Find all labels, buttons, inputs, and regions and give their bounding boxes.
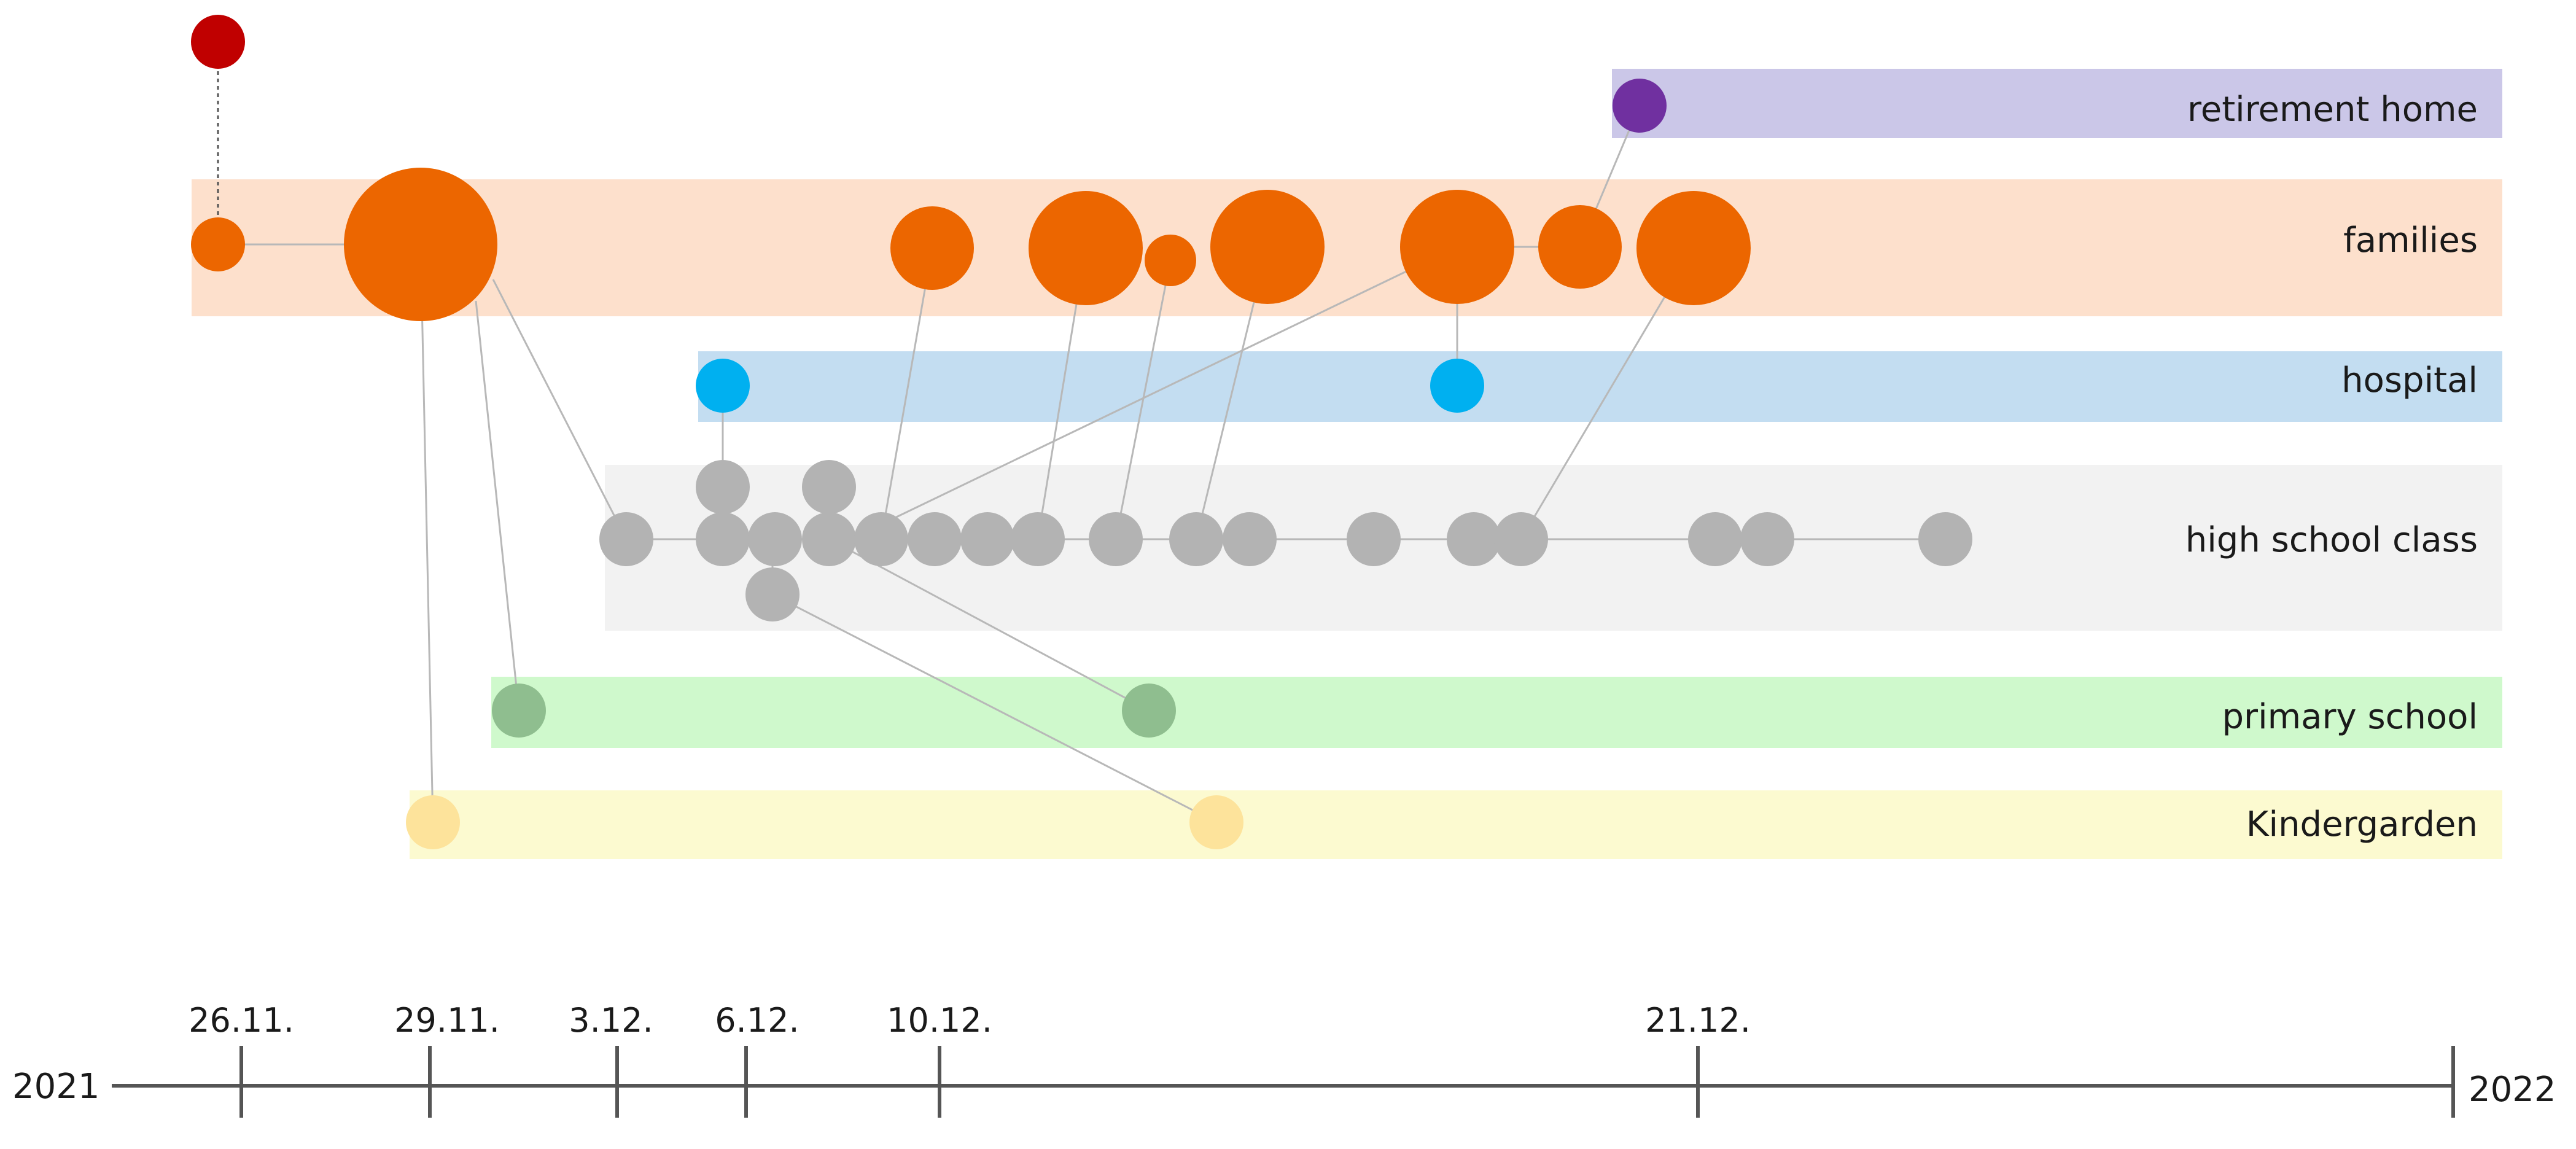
- link-families-big-to-highschool: [492, 279, 628, 540]
- node-high-school: [1918, 512, 1972, 566]
- node-primary-school: [1122, 684, 1176, 738]
- lane-label-hospital: hospital: [2341, 360, 2478, 400]
- node-high-school: [1089, 512, 1143, 566]
- node-kindergarden: [1189, 795, 1243, 849]
- lane-band-retirement-home: [1612, 69, 2502, 138]
- link-highschool-to-families-4: [1115, 260, 1172, 540]
- node-families: [890, 206, 974, 290]
- node-families: [1029, 191, 1143, 305]
- timeline-tick-label: 21.12.: [1645, 1001, 1751, 1040]
- node-high-school: [1447, 512, 1501, 566]
- link-highschool-to-families-7: [850, 246, 1458, 540]
- link-families-big-to-primary: [475, 300, 520, 711]
- link-highschool-to-primary: [828, 538, 1150, 712]
- lane-band-families: [192, 179, 2502, 316]
- node-families: [1538, 205, 1622, 289]
- case-nodes: [191, 15, 1972, 849]
- node-families: [1210, 190, 1325, 304]
- timeline-tick-label: 10.12.: [887, 1001, 992, 1040]
- node-high-school: [745, 567, 800, 621]
- node-hospital: [1430, 359, 1484, 413]
- node-families: [1400, 190, 1514, 304]
- timeline-tick-label: 3.12.: [569, 1001, 653, 1040]
- timeline-start-label: 2021: [12, 1067, 100, 1107]
- node-high-school: [1169, 512, 1223, 566]
- node-high-school: [1223, 512, 1277, 566]
- node-kindergarden: [406, 795, 460, 849]
- node-families: [1145, 235, 1196, 286]
- node-high-school: [1740, 512, 1794, 566]
- node-families: [344, 168, 497, 321]
- link-highschool-to-families-2: [880, 247, 933, 540]
- timeline-axis: [112, 1046, 2455, 1118]
- timeline-labels: 2021 2022 26.11. 29.11. 3.12. 6.12. 10.1…: [12, 1001, 2556, 1110]
- node-high-school: [1011, 512, 1065, 566]
- node-retirement-home: [1613, 79, 1667, 133]
- node-families: [191, 217, 245, 271]
- node-high-school: [696, 460, 750, 514]
- lane-label-retirement-home: retirement home: [2187, 90, 2478, 130]
- timeline-tick-label: 29.11.: [394, 1001, 500, 1040]
- node-high-school: [748, 512, 802, 566]
- lane-bands: [192, 69, 2502, 859]
- node-high-school: [908, 512, 962, 566]
- lane-band-hospital: [698, 351, 2502, 422]
- timeline-end-label: 2022: [2469, 1070, 2556, 1110]
- node-families: [1636, 191, 1751, 305]
- node-high-school: [854, 512, 908, 566]
- lane-band-kindergarden: [410, 790, 2502, 859]
- node-origin: [191, 15, 245, 69]
- link-highschool-to-kindergarden: [772, 593, 1217, 824]
- lane-label-primary-school: primary school: [2222, 697, 2478, 737]
- node-high-school: [802, 512, 856, 566]
- node-high-school: [599, 512, 653, 566]
- lane-label-high-school-class: high school class: [2185, 520, 2478, 560]
- node-high-school: [802, 460, 856, 514]
- lane-label-kindergarden: Kindergarden: [2246, 804, 2478, 844]
- timeline-tick-label: 6.12.: [715, 1001, 799, 1040]
- link-families-big-to-kindergarden: [419, 244, 434, 823]
- node-high-school: [1347, 512, 1401, 566]
- node-high-school: [1688, 512, 1742, 566]
- timeline-tick-label: 26.11.: [189, 1001, 294, 1040]
- node-primary-school: [492, 684, 546, 738]
- lane-label-families: families: [2343, 220, 2478, 260]
- node-high-school: [696, 512, 750, 566]
- lane-band-primary-school: [491, 677, 2502, 748]
- node-high-school: [1494, 512, 1548, 566]
- node-hospital: [696, 359, 750, 413]
- lane-labels: retirement home families hospital high s…: [2185, 90, 2478, 844]
- node-high-school: [960, 512, 1014, 566]
